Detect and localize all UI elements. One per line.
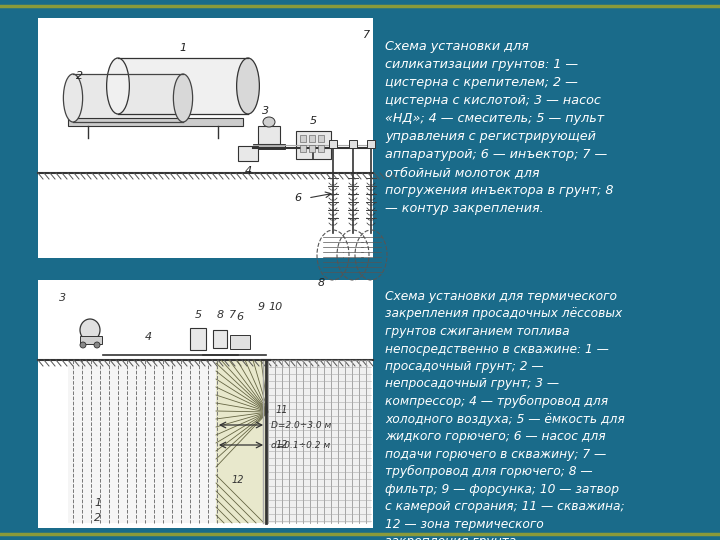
Text: 12: 12 (276, 440, 289, 450)
Text: D=2.0÷3.0 м: D=2.0÷3.0 м (271, 421, 331, 429)
Text: 7: 7 (363, 30, 370, 40)
Text: Схема установки для
силикатизации грунтов: 1 —
цистерна с крепителем; 2 —
цистер: Схема установки для силикатизации грунто… (385, 40, 613, 215)
Text: 2: 2 (94, 513, 102, 523)
Text: 11: 11 (276, 405, 289, 415)
Bar (318, 135, 324, 142)
Bar (268, 360, 371, 523)
Text: 6: 6 (236, 312, 243, 322)
Ellipse shape (80, 342, 86, 348)
Text: 8: 8 (318, 278, 325, 288)
Text: 10: 10 (269, 302, 283, 312)
Bar (213, 330, 227, 348)
Text: d=0.1÷0.2 м: d=0.1÷0.2 м (271, 441, 330, 449)
Bar (309, 145, 315, 152)
Ellipse shape (80, 319, 100, 341)
Bar (253, 144, 285, 149)
Bar (349, 140, 357, 148)
Text: 3: 3 (59, 293, 66, 303)
Text: 2: 2 (76, 71, 83, 81)
Bar (318, 145, 324, 152)
Ellipse shape (263, 117, 275, 127)
Ellipse shape (237, 58, 259, 114)
Bar (118, 58, 248, 114)
Text: 4: 4 (145, 332, 152, 342)
Text: 4: 4 (244, 166, 251, 176)
Bar (329, 140, 337, 148)
Bar (296, 131, 331, 159)
Bar (367, 140, 375, 148)
Bar (80, 336, 102, 344)
Text: 5: 5 (310, 116, 317, 126)
Text: 6: 6 (294, 193, 301, 203)
Bar (258, 126, 280, 144)
Ellipse shape (107, 58, 130, 114)
Text: 5: 5 (194, 310, 202, 320)
Bar (238, 146, 258, 161)
Bar (190, 328, 206, 350)
Text: 7: 7 (230, 310, 237, 320)
Bar (300, 135, 306, 142)
Bar (73, 74, 183, 122)
Bar (38, 280, 373, 528)
Text: 8: 8 (217, 310, 224, 320)
Bar (216, 360, 268, 523)
Bar (230, 335, 250, 349)
Bar (309, 135, 315, 142)
Bar (38, 18, 373, 258)
Text: 3: 3 (262, 106, 269, 116)
Bar (300, 145, 306, 152)
Text: 1: 1 (179, 43, 186, 53)
Bar (68, 360, 218, 523)
Text: 9: 9 (258, 302, 264, 312)
Text: 1: 1 (94, 498, 102, 508)
Text: Схема установки для термического
закрепления просадочных лёссовых
грунтов сжиган: Схема установки для термического закрепл… (385, 290, 625, 540)
Ellipse shape (94, 342, 100, 348)
Ellipse shape (63, 74, 83, 122)
Ellipse shape (174, 74, 193, 122)
FancyBboxPatch shape (68, 118, 243, 126)
Text: 12: 12 (232, 475, 244, 485)
